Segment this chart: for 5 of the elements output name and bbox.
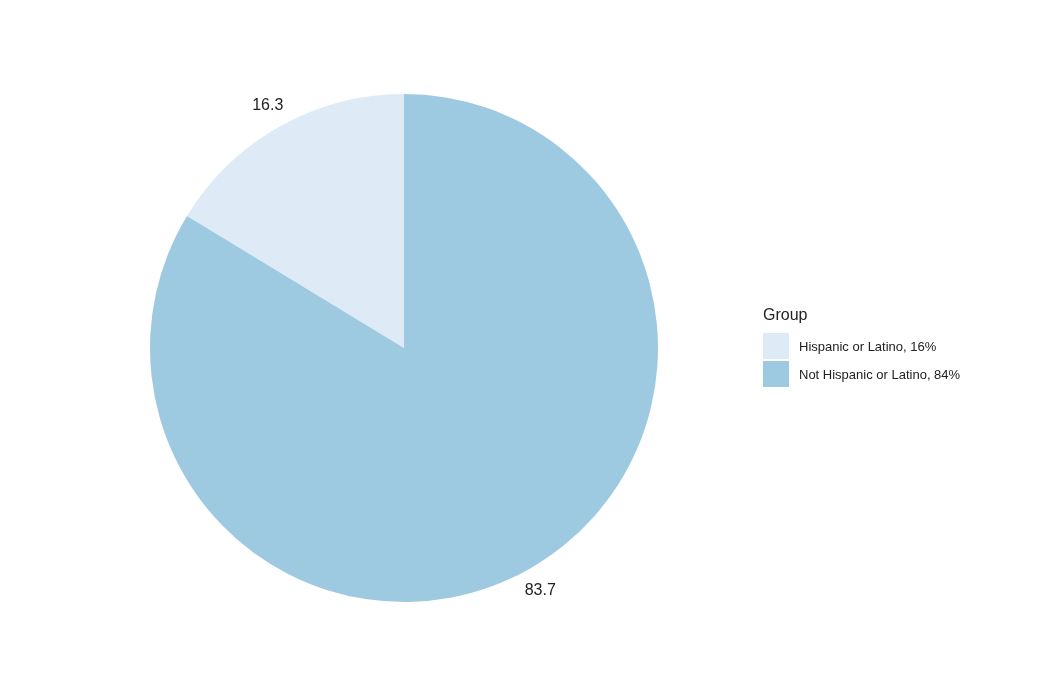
data-label: 16.3 — [252, 95, 284, 113]
legend-label: Hispanic or Latino, 16% — [799, 338, 937, 354]
data-label: 83.7 — [524, 580, 556, 598]
legend-label: Not Hispanic or Latino, 84% — [799, 366, 961, 382]
legend-title: Group — [763, 306, 809, 324]
